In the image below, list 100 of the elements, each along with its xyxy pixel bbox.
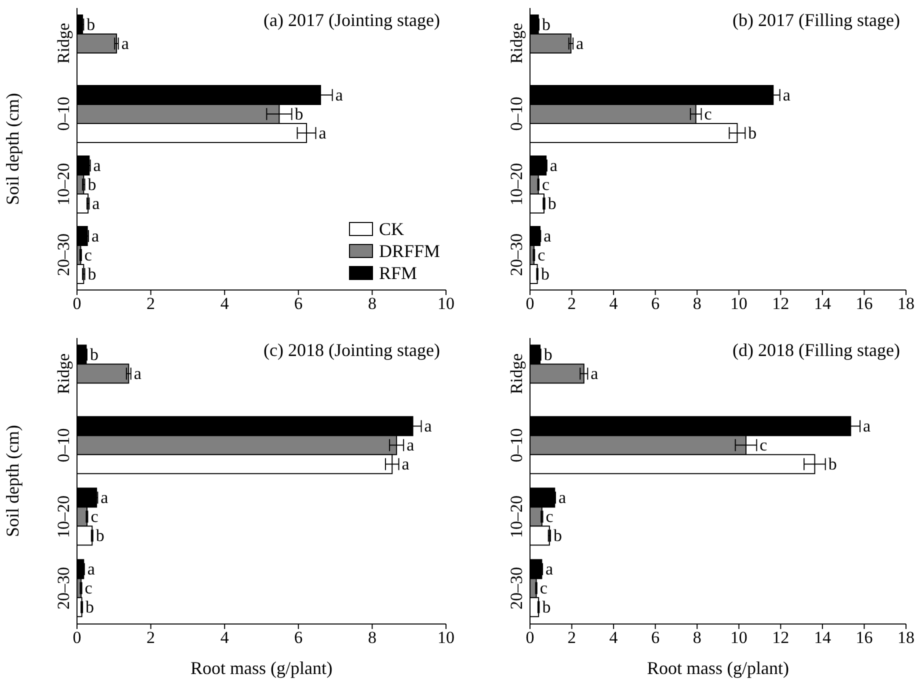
data-label: b [88,175,96,194]
x-tick-label: 12 [772,294,790,314]
data-label: a [318,124,327,143]
y-tick-label: 0–10 [507,96,526,131]
data-label: a [92,194,100,214]
data-label: a [544,226,552,246]
data-label: b [544,345,552,364]
x-tick-label: 8 [692,294,702,314]
y-tick-label: 20–30 [507,234,526,276]
data-label: b [548,194,556,214]
x-tick-label: 14 [814,294,832,314]
x-tick-label: 8 [368,628,376,648]
y-tick-label: 0–10 [54,96,73,131]
y-tick-label: 10–20 [54,163,73,206]
y-tick-label: Ridge [507,22,526,64]
data-label: b [553,526,562,546]
y-tick-label: 10–20 [54,496,73,538]
x-tick-label: 2 [568,294,576,314]
data-label: c [546,507,554,526]
x-tick-label: 16 [856,294,873,314]
x-tick-label: 18 [898,628,914,648]
legend-label: RFM [378,262,417,284]
x-tick-label: 0 [526,294,534,314]
data-label: b [748,124,757,143]
x-tick-label: 16 [856,628,873,648]
x-tick-label: 0 [526,628,534,648]
data-label: a [93,156,102,176]
data-label: b [88,264,96,284]
x-tick-label: 4 [609,294,618,314]
x-tick-label: 10 [730,628,748,648]
data-label: b [96,526,104,546]
chart-title: (d) 2018 (Filling stage) [732,340,900,361]
data-label: c [90,507,99,526]
data-label: c [760,436,768,455]
data-label: c [704,104,712,124]
data-label: a [558,488,566,508]
data-label: a [863,416,872,436]
x-tick-label: 0 [72,294,82,314]
x-tick-label: 4 [609,628,618,648]
x-tick-label: 18 [898,294,914,314]
y-tick-label: 20–30 [54,234,73,276]
x-axis-title: Root mass (g/plant) [190,658,332,678]
data-label: a [424,416,432,436]
data-label: c [542,175,550,194]
data-label: a [134,364,142,384]
x-tick-label: 10 [438,294,454,314]
y-tick-label: 0–10 [54,428,73,462]
data-label: a [402,454,410,474]
data-label: a [782,86,791,105]
y-tick-label: 20–30 [507,567,526,610]
data-label: a [406,436,415,455]
data-label: b [294,104,304,124]
data-label: a [546,560,554,579]
x-tick-label: 10 [438,628,454,648]
x-tick-label: 14 [814,628,832,648]
chart-title: (c) 2018 (Jointing stage) [264,340,440,361]
y-tick-label: Ridge [54,353,73,394]
x-tick-label: 6 [651,628,660,648]
data-label: c [84,578,93,598]
legend-label: CK [378,218,404,240]
data-label: a [121,34,130,54]
data-label: c [84,246,92,265]
chart-title: (a) 2017 (Jointing stage) [264,10,440,31]
x-axis-title: Root mass (g/plant) [647,658,789,678]
y-axis-title: Soil depth (cm) [2,425,22,537]
data-label: b [828,454,837,474]
data-label: b [86,598,94,617]
data-label: b [540,264,550,284]
data-label: b [90,345,98,364]
x-tick-label: 2 [146,294,156,314]
data-label: a [87,560,96,579]
x-tick-label: 4 [220,628,230,648]
x-tick-label: 4 [220,294,230,314]
x-tick-label: 8 [692,628,702,648]
y-tick-label: 20–30 [54,567,73,610]
y-tick-label: Ridge [507,353,526,394]
data-label: b [86,15,96,34]
data-label: a [590,364,599,384]
data-label: a [576,34,584,54]
data-label: b [542,598,551,617]
x-tick-label: 0 [72,628,82,648]
data-label: a [91,226,100,246]
data-label: a [335,86,344,105]
data-label: a [100,488,109,508]
x-tick-label: 8 [368,294,376,314]
x-tick-label: 2 [146,628,156,648]
x-tick-label: 6 [651,294,660,314]
x-tick-label: 2 [568,628,576,648]
data-label: c [538,246,546,265]
data-label: a [550,156,558,176]
y-tick-label: Ridge [54,22,73,64]
chart-title: (b) 2017 (Filling stage) [732,10,900,31]
x-tick-label: 10 [730,294,748,314]
y-axis-title: Soil depth (cm) [2,93,22,205]
x-tick-label: 6 [294,294,303,314]
y-tick-label: 10–20 [507,496,526,538]
y-tick-label: 0–10 [507,428,526,462]
y-tick-label: 10–20 [507,163,526,206]
data-label: b [542,15,550,34]
data-label: c [540,578,548,598]
